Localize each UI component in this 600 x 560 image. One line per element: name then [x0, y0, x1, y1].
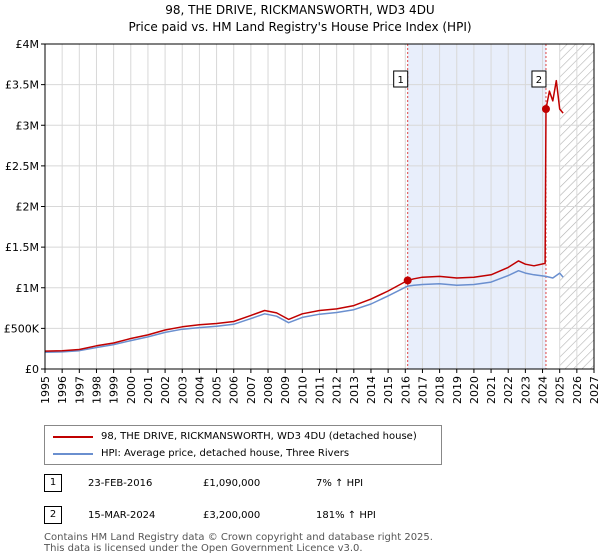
legend-swatch-price — [53, 436, 93, 438]
x-tick-label: 2004 — [193, 376, 206, 404]
x-tick-label: 2018 — [434, 376, 447, 404]
x-tick-label: 2019 — [451, 376, 464, 404]
x-tick-label: 2000 — [125, 376, 138, 404]
chart-subtitle: Price paid vs. HM Land Registry's House … — [128, 20, 472, 34]
footer-licence: This data is licensed under the Open Gov… — [44, 543, 363, 554]
x-tick-label: 2023 — [519, 376, 532, 404]
sale-point — [541, 105, 550, 113]
sale-label: 1 — [397, 75, 403, 86]
x-tick-label: 2022 — [502, 376, 515, 404]
x-tick-label: 1998 — [90, 376, 103, 404]
legend-label-hpi: HPI: Average price, detached house, Thre… — [101, 448, 350, 459]
y-tick-label: £2M — [16, 201, 40, 214]
x-tick-label: 2009 — [279, 376, 292, 404]
x-tick-label: 2007 — [245, 376, 258, 404]
legend-swatch-hpi — [53, 453, 93, 455]
sale-label-box — [393, 70, 409, 88]
x-tick-label: 1999 — [108, 376, 121, 404]
y-tick-label: £1M — [16, 282, 40, 295]
transaction-hpi-change: 181% ↑ HPI — [316, 510, 376, 521]
x-tick-label: 2012 — [331, 376, 344, 404]
legend: 98, THE DRIVE, RICKMANSWORTH, WD3 4DU (d… — [44, 425, 442, 465]
x-tick-label: 2027 — [588, 376, 600, 404]
transaction-number: 2 — [44, 506, 62, 524]
x-tick-label: 1997 — [73, 376, 86, 404]
x-tick-label: 1996 — [56, 376, 69, 404]
chart-title: 98, THE DRIVE, RICKMANSWORTH, WD3 4DU — [165, 3, 435, 17]
price-paid-line — [45, 79, 564, 352]
y-tick-label: £500K — [4, 322, 40, 335]
x-tick-label: 2005 — [211, 376, 224, 404]
x-tick-label: 2024 — [537, 376, 550, 404]
x-tick-label: 2003 — [176, 376, 189, 404]
x-tick-label: 2026 — [571, 376, 584, 404]
x-tick-label: 2006 — [228, 376, 241, 404]
x-tick-label: 2017 — [416, 376, 429, 404]
x-tick-label: 2011 — [314, 376, 327, 404]
transaction-price: £3,200,000 — [203, 510, 261, 521]
x-tick-label: 1995 — [39, 376, 52, 404]
x-tick-label: 2013 — [348, 376, 361, 404]
x-tick-label: 2002 — [159, 376, 172, 404]
transaction-date: 23-FEB-2016 — [88, 478, 153, 489]
x-tick-label: 2008 — [262, 376, 275, 404]
x-tick-label: 2001 — [142, 376, 155, 404]
hpi-line — [45, 269, 564, 354]
transaction-number: 1 — [44, 474, 62, 492]
series-group — [45, 79, 564, 354]
x-tick-label: 2020 — [468, 376, 481, 404]
y-tick-label: £1.5M — [5, 241, 39, 254]
chart: 1995 1996 1997 1998 1999 2000 2001 2002 2003 2004… — [4, 38, 600, 404]
sale-label: 2 — [536, 75, 542, 86]
y-tick-label: £2.5M — [5, 160, 39, 173]
transaction-hpi-change: 7% ↑ HPI — [316, 478, 364, 489]
y-tick-label: £0 — [25, 363, 39, 376]
legend-label-price: 98, THE DRIVE, RICKMANSWORTH, WD3 4DU (d… — [101, 431, 417, 442]
x-tick-label: 2014 — [365, 376, 378, 404]
transaction-date: 15-MAR-2024 — [88, 510, 156, 521]
x-tick-label: 2025 — [554, 376, 567, 404]
plot-border — [44, 43, 595, 370]
x-tick-label: 2010 — [296, 376, 309, 404]
sale-label-box — [531, 70, 547, 88]
x-tick-label: 2016 — [399, 376, 412, 404]
y-tick-label: £3M — [16, 119, 40, 132]
y-tick-label: £3.5M — [5, 79, 39, 92]
x-tick-label: 2015 — [382, 376, 395, 404]
footer-copyright: Contains HM Land Registry data © Crown c… — [44, 532, 433, 543]
x-tick-label: 2021 — [485, 376, 498, 404]
y-tick-label: £4M — [16, 38, 40, 51]
transaction-price: £1,090,000 — [203, 478, 261, 489]
sale-point — [403, 276, 412, 285]
